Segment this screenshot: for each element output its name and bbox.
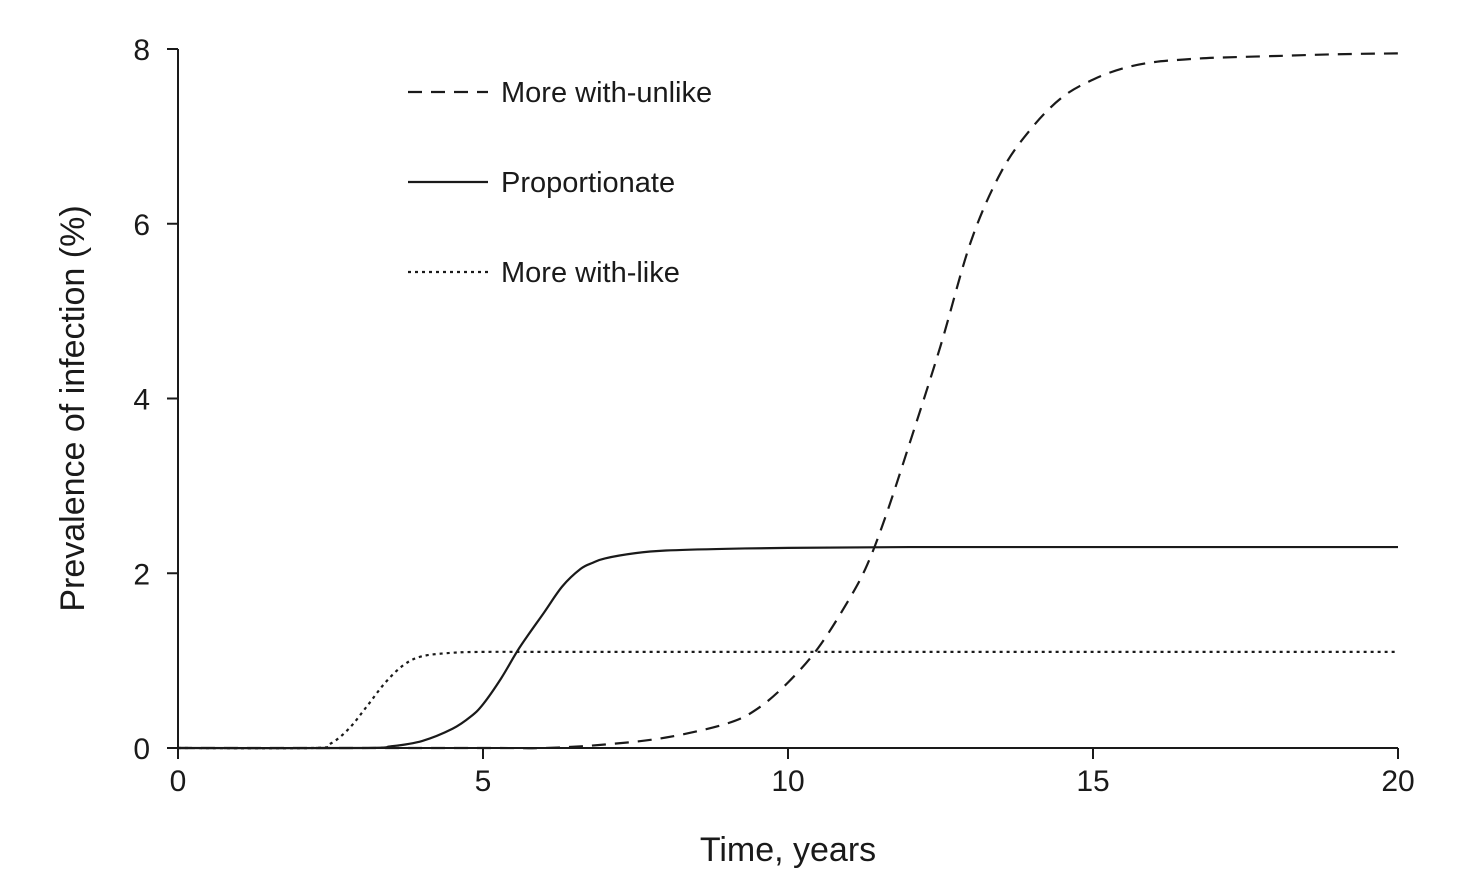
- x-axis-title: Time, years: [700, 831, 876, 869]
- y-tick-label: 2: [133, 558, 150, 591]
- x-tick-label: 10: [771, 765, 804, 798]
- y-tick-label: 4: [133, 384, 150, 417]
- y-tick-label: 0: [133, 733, 150, 766]
- legend-label-proportionate: Proportionate: [501, 167, 675, 199]
- series-layer: [177, 52, 1399, 750]
- series-line-proportionate: [177, 545, 1398, 750]
- series-line-more-with-unlike: [177, 52, 1399, 750]
- y-axis-title: Prevalence of infection (%): [54, 205, 92, 611]
- y-tick-label: 8: [133, 34, 150, 67]
- y-tick-label: 6: [133, 209, 150, 242]
- series-line-more-with-like: [177, 650, 1398, 750]
- legend-label-more-with-like: More with-like: [501, 257, 680, 289]
- axes: 0 5 10 15 20 0 2 4 6 8: [133, 34, 1414, 798]
- x-tick-label: 0: [170, 765, 187, 798]
- x-tick-label: 5: [475, 765, 492, 798]
- legend-label-more-with-unlike: More with-unlike: [501, 77, 712, 109]
- legend: More with-unlike Proportionate More with-l…: [408, 77, 712, 289]
- x-tick-label: 15: [1076, 765, 1109, 798]
- x-tick-label: 20: [1381, 765, 1414, 798]
